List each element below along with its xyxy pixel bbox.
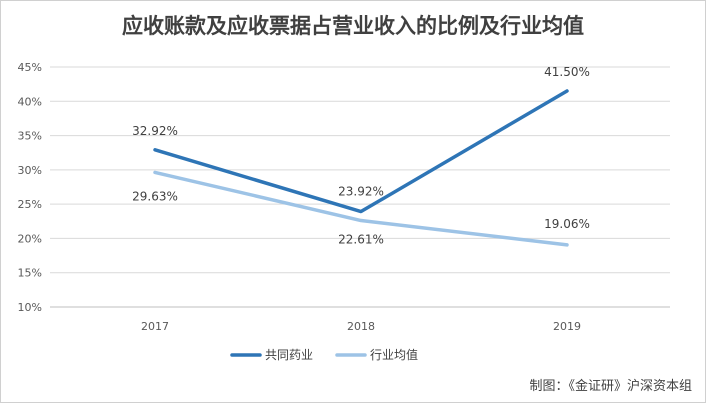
y-tick-label: 20% [18,232,42,245]
y-tick-label: 25% [18,198,42,211]
gridlines [50,66,670,308]
y-tick-label: 45% [18,61,42,74]
chart-title: 应收账款及应收票据占营业收入的比例及行业均值 [122,13,584,38]
data-label: 23.92% [338,185,384,199]
y-tick-label: 15% [18,267,42,280]
data-label: 19.06% [544,217,590,231]
data-label: 29.63% [132,189,178,203]
x-axis-ticks: 2017 2018 2019 [141,320,581,333]
x-tick-label: 2018 [347,320,375,333]
y-tick-label: 35% [18,130,42,143]
legend: 共同药业 行业均值 [230,347,418,362]
series-lines [153,89,569,247]
legend-label: 行业均值 [370,347,418,362]
data-labels: 32.92% 23.92% 41.50% 29.63% 22.61% 19.06% [132,65,590,247]
series-line [153,170,569,247]
legend-label: 共同药业 [265,348,313,362]
credit-text: 制图：《金证研》沪深资本组 [529,379,692,394]
series-line [153,89,569,214]
y-tick-label: 30% [18,164,42,177]
y-axis-ticks: 10% 15% 20% 25% 30% 35% 40% 45% [18,61,42,314]
data-label: 41.50% [544,65,590,79]
x-tick-label: 2019 [553,320,581,333]
data-label: 22.61% [338,233,384,247]
y-tick-label: 40% [18,95,42,108]
x-tick-label: 2017 [141,320,169,333]
y-tick-label: 10% [18,301,42,314]
data-label: 32.92% [132,124,178,138]
